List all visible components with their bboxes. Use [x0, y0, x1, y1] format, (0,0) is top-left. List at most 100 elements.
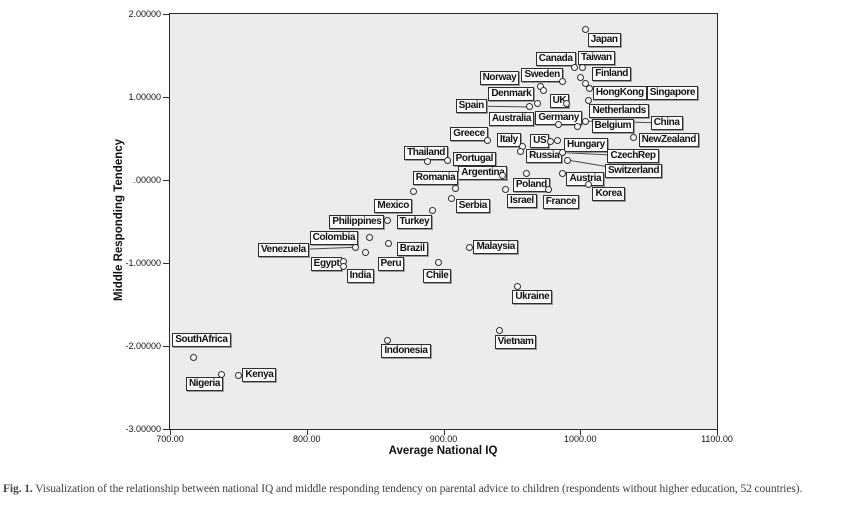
data-point-singapore	[582, 80, 590, 88]
y-tick-label: -1.00000	[125, 258, 161, 268]
country-label-chile: Chile	[423, 269, 452, 284]
data-point-venezuela	[352, 243, 360, 251]
data-point-serbia	[448, 194, 456, 202]
y-tick-label: -3.00000	[125, 424, 161, 434]
data-point-china	[582, 117, 590, 125]
data-point-mexico	[409, 188, 417, 196]
data-point-japan	[582, 26, 590, 34]
x-tick-label: 900.00	[429, 434, 458, 444]
data-point-argentina	[498, 172, 506, 180]
data-point-russia	[516, 148, 524, 156]
data-point-hungary	[553, 137, 561, 145]
data-point-israel	[501, 186, 509, 194]
data-point-australia	[534, 100, 542, 108]
y-tick-mark	[163, 429, 169, 430]
data-point-czechrep	[558, 149, 566, 157]
data-point-vietnam	[496, 326, 504, 334]
country-label-philippines: Philippines	[329, 214, 385, 229]
country-label-russia: Russia	[526, 148, 563, 163]
country-label-singapore: Singapore	[646, 85, 699, 100]
data-point-canada	[571, 64, 579, 72]
country-label-spain: Spain	[455, 98, 487, 113]
figure-caption-text: Visualization of the relationship betwee…	[32, 483, 803, 495]
plot-area: Japan Taiwan Canada Finland Sweden Norway Denm…	[169, 13, 718, 430]
y-tick-mark	[163, 263, 169, 264]
data-point-nigeria	[218, 370, 226, 378]
leader-lines	[283, 105, 668, 251]
country-label-newzealand: NewZealand	[638, 132, 699, 147]
country-label-belgium: Belgium	[591, 118, 635, 133]
country-label-canada: Canada	[535, 51, 576, 66]
country-label-italy: Italy	[496, 132, 521, 147]
data-point-newzealand	[630, 134, 638, 142]
x-tick-mark	[717, 429, 718, 435]
data-point-peru	[362, 248, 370, 256]
country-label-romania: Romania	[412, 171, 459, 186]
x-tick-label: 1100.00	[701, 434, 733, 444]
country-label-switzerland: Switzerland	[604, 164, 663, 179]
data-point-taiwan	[579, 63, 587, 71]
country-label-peru: Peru	[377, 257, 405, 272]
data-point-romania	[452, 184, 460, 192]
country-label-egypt: Egypt	[310, 257, 343, 272]
country-label-mexico: Mexico	[374, 198, 412, 213]
country-label-kenya: Kenya	[242, 368, 277, 383]
country-label-nigeria: Nigeria	[185, 377, 224, 392]
data-point-turkey	[429, 207, 437, 215]
y-tick-mark	[163, 97, 169, 98]
country-label-denmark: Denmark	[488, 87, 535, 102]
country-label-israel: Israel	[507, 193, 537, 208]
country-label-ukraine: Ukraine	[512, 290, 553, 305]
country-label-netherlands: Netherlands	[589, 104, 649, 119]
y-axis-title: Middle Responding Tendency	[113, 138, 125, 302]
data-point-thailand	[423, 158, 431, 166]
data-point-hongkong	[586, 85, 594, 93]
country-label-turkey: Turkey	[396, 214, 433, 229]
data-point-finland	[576, 74, 584, 82]
data-point-kenya	[234, 371, 242, 379]
figure-caption-label: Fig. 1.	[3, 483, 33, 495]
country-label-vietnam: Vietnam	[494, 335, 537, 350]
country-label-czechrep: CzechRep	[607, 148, 659, 163]
data-point-chile	[434, 258, 442, 266]
country-label-china: China	[650, 116, 683, 131]
country-label-france: France	[542, 194, 580, 209]
country-label-hongkong: HongKong	[592, 85, 647, 100]
country-label-brazil: Brazil	[396, 241, 428, 256]
data-point-uk	[563, 100, 571, 108]
y-tick-label: -2.00000	[125, 341, 161, 351]
y-tick-mark	[163, 346, 169, 347]
country-label-colombia: Colombia	[309, 231, 358, 246]
country-label-australia: Australia	[488, 111, 535, 126]
data-point-greece	[483, 137, 491, 145]
data-point-indonesia	[383, 336, 391, 344]
y-tick-label: .00000	[133, 175, 161, 185]
y-tick-label: 2.00000	[128, 9, 161, 19]
country-label-finland: Finland	[592, 66, 632, 81]
data-point-portugal	[444, 157, 452, 165]
data-point-poland	[523, 169, 531, 177]
data-point-us	[546, 138, 554, 146]
country-label-venezuela: Venezuela	[257, 243, 309, 258]
data-point-germany	[554, 120, 562, 128]
data-point-belgium	[574, 123, 581, 131]
x-tick-mark	[443, 429, 445, 435]
x-tick-mark	[170, 429, 171, 435]
country-label-norway: Norway	[479, 71, 520, 86]
data-point-france	[545, 186, 553, 194]
country-label-sweden: Sweden	[521, 68, 563, 83]
country-label-portugal: Portugal	[452, 151, 496, 166]
y-tick-label: 1.00000	[128, 92, 161, 102]
x-tick-label: 800.00	[292, 434, 321, 444]
data-point-korea	[584, 181, 592, 189]
country-label-japan: Japan	[587, 32, 621, 47]
data-point-colombia	[366, 233, 374, 241]
country-label-greece: Greece	[450, 126, 488, 141]
country-label-indonesia: Indonesia	[381, 344, 431, 359]
data-point-southafrica	[189, 354, 197, 362]
data-point-malaysia	[465, 243, 473, 251]
country-label-india: India	[346, 269, 375, 284]
data-point-brazil	[385, 240, 393, 248]
country-label-hungary: Hungary	[564, 137, 608, 152]
